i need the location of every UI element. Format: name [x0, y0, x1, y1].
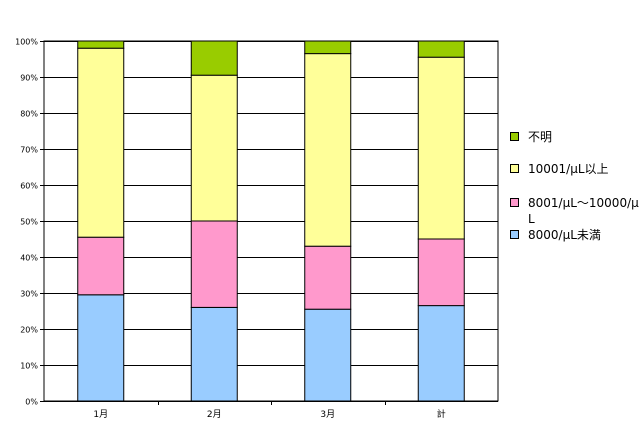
bar-segment — [190, 74, 238, 222]
bar-segment — [304, 53, 352, 247]
bar-segment — [304, 245, 352, 310]
bars — [77, 40, 465, 402]
bar-segment — [77, 47, 125, 238]
legend-label: 8000/μL未満 — [528, 228, 601, 242]
y-tick-label: 80% — [20, 110, 38, 119]
bar-segment — [190, 306, 238, 402]
y-tick-label: 40% — [20, 254, 38, 263]
x-tick-label: 1月 — [93, 409, 108, 420]
x-tick-label: 3月 — [320, 409, 335, 420]
legend-swatch — [510, 230, 519, 239]
legend-label: 8001/μL～10000/μL — [528, 196, 639, 226]
legend-label: 不明 — [528, 130, 553, 144]
legend-swatch — [510, 164, 519, 173]
bar-segment — [190, 40, 238, 76]
legend-swatch — [510, 198, 519, 207]
y-tick-label: 100% — [15, 38, 38, 47]
bar-segment — [77, 294, 125, 402]
bar-segment — [77, 236, 125, 296]
bar-segment — [304, 40, 352, 55]
x-tick-label: 計 — [437, 408, 446, 420]
y-tick-label: 0% — [25, 398, 38, 407]
y-tick-label: 70% — [20, 146, 38, 155]
bar-segment — [417, 305, 465, 402]
bar-segment — [417, 238, 465, 307]
y-tick-label: 50% — [20, 218, 38, 227]
y-tick-label: 20% — [20, 326, 38, 335]
bar-segment — [77, 40, 125, 49]
legend-swatch — [510, 132, 519, 141]
bar-segment — [417, 56, 465, 240]
legend-label: 10001/μL以上 — [528, 162, 609, 176]
x-tick-label: 2月 — [207, 409, 222, 420]
y-tick-label: 10% — [20, 362, 38, 371]
axes: 0% 10% 20% 30% 40% 50% 60% 70% 80% 90% 100% 1月 2月 3月 計 — [15, 38, 446, 421]
bar-segment — [304, 308, 352, 402]
y-tick-label: 30% — [20, 290, 38, 299]
bar-segment — [190, 220, 238, 308]
bar-segment — [417, 40, 465, 58]
y-tick-label: 90% — [20, 74, 38, 83]
y-tick-label: 60% — [20, 182, 38, 191]
